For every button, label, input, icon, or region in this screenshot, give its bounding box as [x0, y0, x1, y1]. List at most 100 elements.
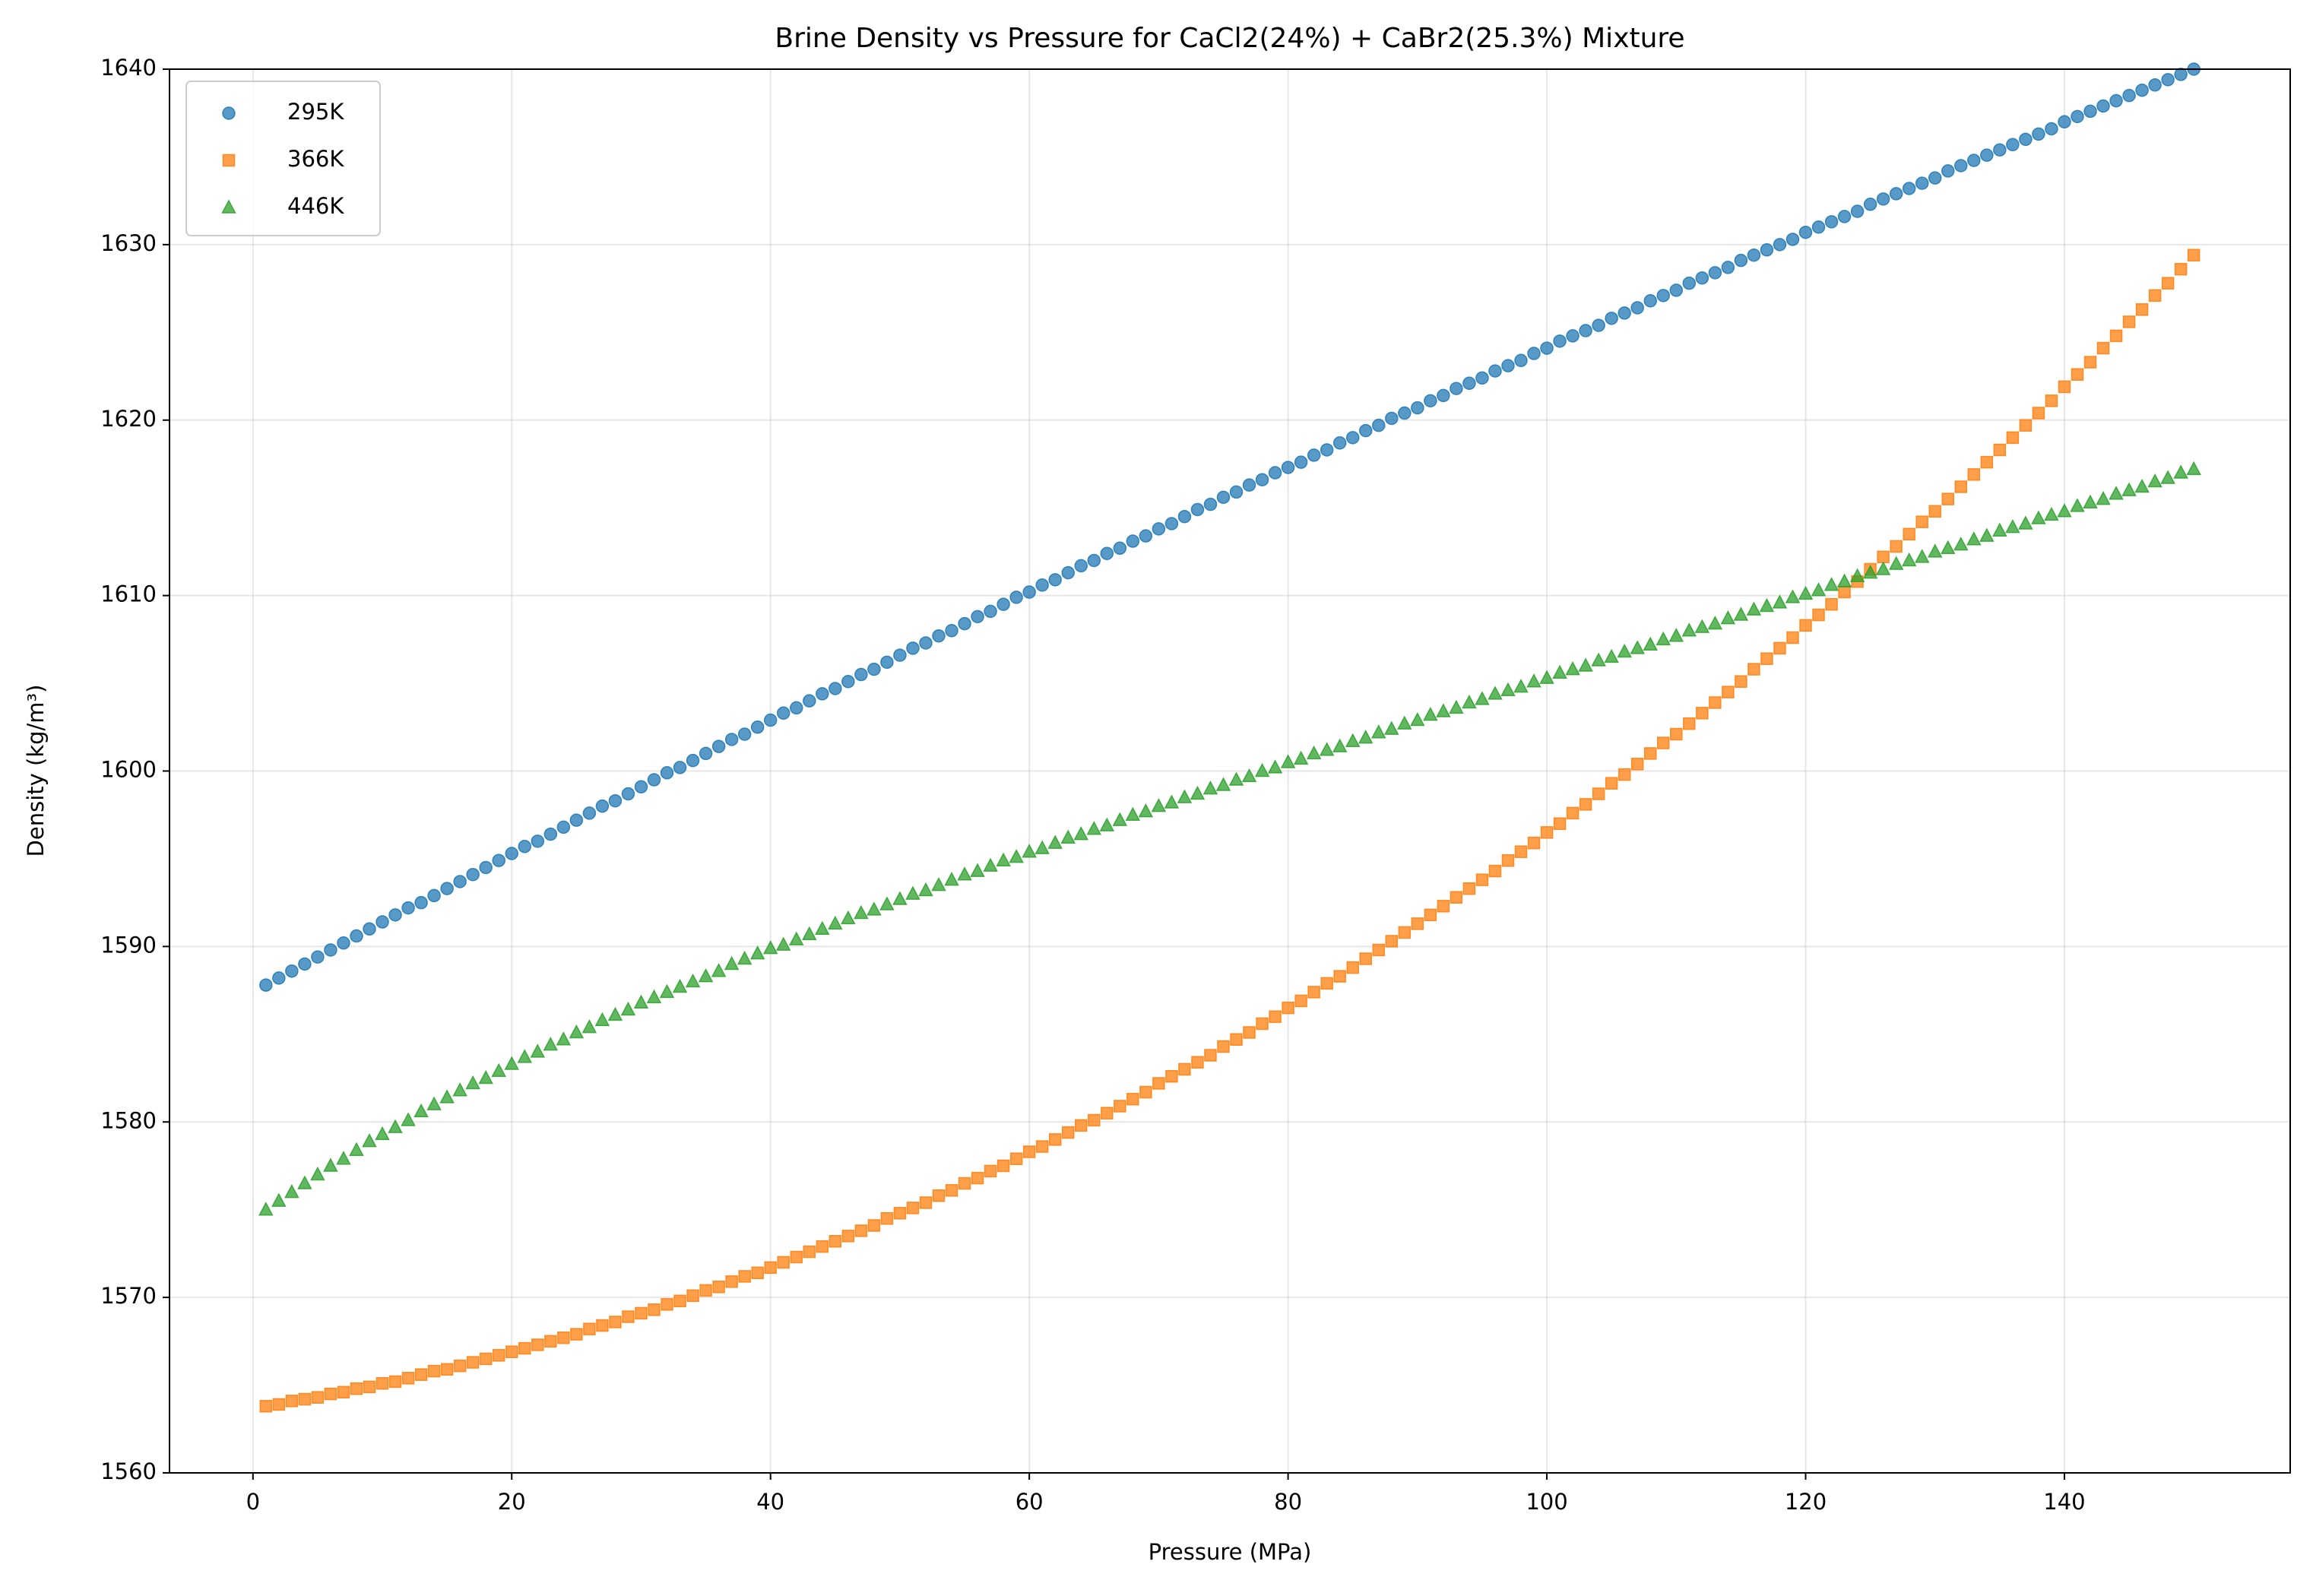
- data-point: [595, 799, 610, 813]
- data-point: [363, 1380, 376, 1394]
- data-point: [452, 1082, 467, 1097]
- data-point: [1074, 559, 1088, 573]
- data-point: [350, 929, 363, 943]
- data-point: [479, 860, 493, 875]
- data-point: [607, 1006, 623, 1021]
- data-point: [570, 1328, 583, 1341]
- data-point: [1539, 670, 1554, 684]
- data-point: [1332, 436, 1347, 450]
- data-point: [724, 733, 739, 746]
- data-point: [1721, 261, 1735, 274]
- data-point: [1902, 182, 1916, 195]
- data-point: [1733, 606, 1749, 621]
- data-point: [1254, 762, 1270, 777]
- data-point: [776, 706, 791, 720]
- data-point: [647, 773, 661, 787]
- data-point: [1760, 243, 1774, 257]
- data-point: [635, 1306, 648, 1320]
- data-point: [388, 1119, 403, 1133]
- data-point: [1980, 455, 1994, 469]
- data-point: [1267, 759, 1283, 774]
- data-point: [505, 1345, 518, 1358]
- data-point: [2071, 109, 2084, 124]
- data-point: [259, 978, 273, 992]
- data-point: [1720, 610, 1736, 625]
- data-point: [1903, 527, 1915, 541]
- data-point: [1126, 534, 1140, 548]
- data-point: [1060, 829, 1076, 844]
- data-point: [1281, 461, 1295, 474]
- y-tick-label: 1620: [100, 406, 157, 432]
- data-point: [1773, 238, 1787, 252]
- data-point: [1592, 787, 1605, 800]
- y-tick-label: 1570: [100, 1283, 157, 1309]
- data-point: [466, 1356, 480, 1369]
- data-point: [1230, 1033, 1243, 1046]
- data-point: [1437, 388, 1450, 403]
- data-point: [2070, 498, 2085, 512]
- data-point: [1734, 253, 1748, 268]
- x-tick-label: 100: [1526, 1489, 1567, 1515]
- data-point: [1928, 505, 1941, 518]
- data-point: [749, 945, 765, 960]
- data-point: [984, 604, 997, 619]
- data-point: [1656, 289, 1671, 302]
- data-point: [1747, 248, 1761, 262]
- data-point: [583, 1322, 596, 1335]
- data-point: [1333, 970, 1346, 983]
- data-point: [648, 1303, 661, 1316]
- x-tick-label: 0: [246, 1489, 260, 1515]
- data-point: [1566, 806, 1579, 820]
- data-point: [2148, 289, 2162, 302]
- data-point: [271, 1192, 287, 1207]
- data-point: [1398, 406, 1412, 420]
- data-point: [465, 1075, 480, 1090]
- data-point: [1319, 742, 1335, 756]
- data-point: [310, 1166, 325, 1181]
- data-point: [1047, 834, 1063, 849]
- data-point: [1798, 225, 1813, 239]
- data-point: [2161, 73, 2175, 87]
- data-point: [1345, 431, 1360, 445]
- data-point: [414, 1368, 428, 1381]
- data-point: [1449, 699, 1464, 714]
- data-point: [1346, 961, 1359, 974]
- data-point: [854, 1224, 868, 1237]
- series: [259, 62, 2201, 992]
- data-point: [1475, 691, 1490, 705]
- data-point: [1708, 266, 1722, 280]
- data-point: [259, 1400, 273, 1413]
- data-point: [2135, 83, 2149, 97]
- data-point: [2005, 518, 2020, 534]
- data-point: [1345, 733, 1361, 748]
- data-point: [453, 875, 467, 888]
- data-point: [829, 1234, 842, 1248]
- data-point: [557, 1331, 570, 1344]
- data-point: [737, 950, 753, 965]
- data-point: [1255, 473, 1269, 486]
- legend: 295K 366K 446K: [185, 81, 381, 236]
- data-point: [349, 1142, 364, 1156]
- data-point: [1694, 619, 1710, 633]
- y-tick-label: 1590: [100, 932, 157, 958]
- data-point: [1825, 597, 1838, 611]
- data-point: [1035, 578, 1049, 592]
- data-point: [646, 989, 662, 1004]
- data-point: [311, 950, 325, 964]
- data-point: [1358, 423, 1373, 438]
- data-point: [2160, 470, 2175, 484]
- data-point: [1423, 707, 1438, 721]
- data-point: [1953, 537, 1969, 551]
- data-point: [1630, 301, 1644, 315]
- x-tick-label: 120: [1785, 1489, 1827, 1515]
- data-point: [711, 739, 726, 753]
- data-point: [1578, 657, 1593, 672]
- data-point: [1605, 312, 1618, 325]
- data-point: [906, 1202, 920, 1214]
- data-point: [1398, 926, 1412, 939]
- data-point: [789, 701, 803, 715]
- data-point: [2135, 303, 2149, 316]
- data-point: [1048, 1133, 1062, 1146]
- data-point: [440, 1363, 454, 1376]
